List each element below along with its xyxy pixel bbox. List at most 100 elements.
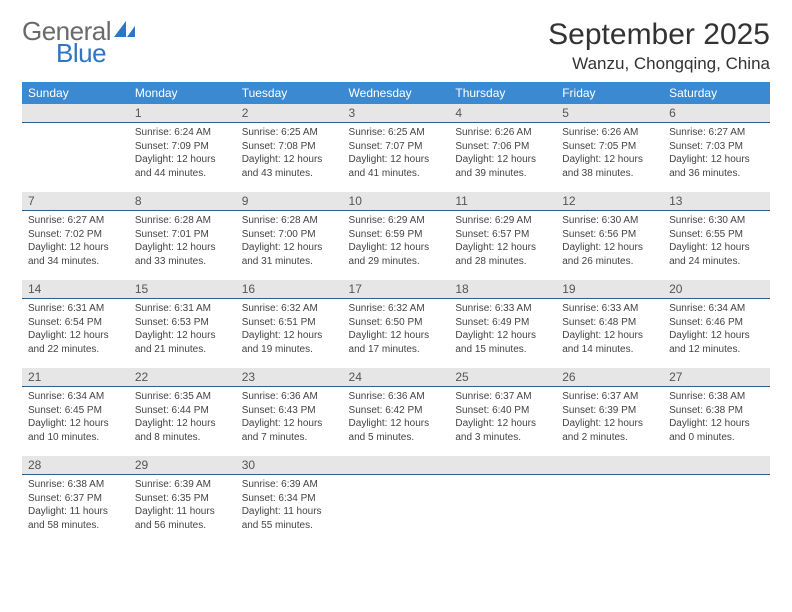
sunset-line: Sunset: 6:42 PM: [349, 404, 444, 418]
calendar-cell: 10Sunrise: 6:29 AMSunset: 6:59 PMDayligh…: [343, 192, 450, 280]
sunrise-line: Sunrise: 6:29 AM: [349, 214, 444, 228]
weekday-saturday: Saturday: [663, 82, 770, 104]
day-details: Sunrise: 6:37 AMSunset: 6:39 PMDaylight:…: [556, 387, 663, 448]
calendar-cell: 22Sunrise: 6:35 AMSunset: 6:44 PMDayligh…: [129, 368, 236, 456]
calendar-cell-empty: [556, 456, 663, 544]
calendar-cell: 20Sunrise: 6:34 AMSunset: 6:46 PMDayligh…: [663, 280, 770, 368]
sunset-line: Sunset: 6:53 PM: [135, 316, 230, 330]
day-number: 18: [449, 280, 556, 299]
sunset-line: Sunset: 6:45 PM: [28, 404, 123, 418]
calendar-cell: 26Sunrise: 6:37 AMSunset: 6:39 PMDayligh…: [556, 368, 663, 456]
daylight-line: Daylight: 12 hours and 21 minutes.: [135, 329, 230, 356]
day-details: Sunrise: 6:30 AMSunset: 6:55 PMDaylight:…: [663, 211, 770, 272]
sunrise-line: Sunrise: 6:31 AM: [135, 302, 230, 316]
sunrise-line: Sunrise: 6:33 AM: [562, 302, 657, 316]
day-number: 12: [556, 192, 663, 211]
title-block: September 2025 Wanzu, Chongqing, China: [548, 18, 770, 74]
calendar-cell-empty: [449, 456, 556, 544]
calendar-cell-empty: [22, 104, 129, 192]
day-number: 2: [236, 104, 343, 123]
logo-text-blue: Blue: [56, 40, 139, 66]
calendar-cell: 2Sunrise: 6:25 AMSunset: 7:08 PMDaylight…: [236, 104, 343, 192]
daylight-line: Daylight: 12 hours and 26 minutes.: [562, 241, 657, 268]
calendar-cell: 3Sunrise: 6:25 AMSunset: 7:07 PMDaylight…: [343, 104, 450, 192]
logo: General Blue: [22, 18, 139, 66]
day-number: 11: [449, 192, 556, 211]
weekday-sunday: Sunday: [22, 82, 129, 104]
day-number: 30: [236, 456, 343, 475]
sunrise-line: Sunrise: 6:26 AM: [562, 126, 657, 140]
calendar-cell: 16Sunrise: 6:32 AMSunset: 6:51 PMDayligh…: [236, 280, 343, 368]
calendar-cell: 13Sunrise: 6:30 AMSunset: 6:55 PMDayligh…: [663, 192, 770, 280]
calendar-cell: 15Sunrise: 6:31 AMSunset: 6:53 PMDayligh…: [129, 280, 236, 368]
day-details: Sunrise: 6:34 AMSunset: 6:46 PMDaylight:…: [663, 299, 770, 360]
sunrise-line: Sunrise: 6:26 AM: [455, 126, 550, 140]
sunrise-line: Sunrise: 6:38 AM: [669, 390, 764, 404]
day-number: 13: [663, 192, 770, 211]
sunset-line: Sunset: 6:54 PM: [28, 316, 123, 330]
day-number: 29: [129, 456, 236, 475]
sunrise-line: Sunrise: 6:37 AM: [455, 390, 550, 404]
calendar-cell: 6Sunrise: 6:27 AMSunset: 7:03 PMDaylight…: [663, 104, 770, 192]
sunset-line: Sunset: 7:03 PM: [669, 140, 764, 154]
sunrise-line: Sunrise: 6:33 AM: [455, 302, 550, 316]
sunrise-line: Sunrise: 6:31 AM: [28, 302, 123, 316]
sunrise-line: Sunrise: 6:35 AM: [135, 390, 230, 404]
day-details: Sunrise: 6:26 AMSunset: 7:05 PMDaylight:…: [556, 123, 663, 184]
daylight-line: Daylight: 12 hours and 0 minutes.: [669, 417, 764, 444]
daylight-line: Daylight: 12 hours and 41 minutes.: [349, 153, 444, 180]
day-number: 14: [22, 280, 129, 299]
daylight-line: Daylight: 12 hours and 39 minutes.: [455, 153, 550, 180]
calendar-cell: 4Sunrise: 6:26 AMSunset: 7:06 PMDaylight…: [449, 104, 556, 192]
sunrise-line: Sunrise: 6:36 AM: [349, 390, 444, 404]
day-details: Sunrise: 6:31 AMSunset: 6:53 PMDaylight:…: [129, 299, 236, 360]
day-details: Sunrise: 6:39 AMSunset: 6:35 PMDaylight:…: [129, 475, 236, 536]
sunrise-line: Sunrise: 6:25 AM: [242, 126, 337, 140]
day-number: 20: [663, 280, 770, 299]
day-number: 9: [236, 192, 343, 211]
day-number: 26: [556, 368, 663, 387]
sunrise-line: Sunrise: 6:36 AM: [242, 390, 337, 404]
calendar-row: 21Sunrise: 6:34 AMSunset: 6:45 PMDayligh…: [22, 368, 770, 456]
day-number: 28: [22, 456, 129, 475]
day-number: 23: [236, 368, 343, 387]
sunrise-line: Sunrise: 6:39 AM: [242, 478, 337, 492]
daylight-line: Daylight: 12 hours and 31 minutes.: [242, 241, 337, 268]
calendar-cell: 7Sunrise: 6:27 AMSunset: 7:02 PMDaylight…: [22, 192, 129, 280]
daylight-line: Daylight: 12 hours and 34 minutes.: [28, 241, 123, 268]
sunrise-line: Sunrise: 6:28 AM: [242, 214, 337, 228]
sunrise-line: Sunrise: 6:27 AM: [669, 126, 764, 140]
calendar-cell: 19Sunrise: 6:33 AMSunset: 6:48 PMDayligh…: [556, 280, 663, 368]
calendar-row: 28Sunrise: 6:38 AMSunset: 6:37 PMDayligh…: [22, 456, 770, 544]
sunset-line: Sunset: 7:00 PM: [242, 228, 337, 242]
sunrise-line: Sunrise: 6:32 AM: [349, 302, 444, 316]
sunset-line: Sunset: 6:40 PM: [455, 404, 550, 418]
daylight-line: Daylight: 12 hours and 29 minutes.: [349, 241, 444, 268]
daylight-line: Daylight: 11 hours and 58 minutes.: [28, 505, 123, 532]
calendar-cell: 28Sunrise: 6:38 AMSunset: 6:37 PMDayligh…: [22, 456, 129, 544]
calendar-cell: 29Sunrise: 6:39 AMSunset: 6:35 PMDayligh…: [129, 456, 236, 544]
calendar-cell: 27Sunrise: 6:38 AMSunset: 6:38 PMDayligh…: [663, 368, 770, 456]
day-number: 1: [129, 104, 236, 123]
sunset-line: Sunset: 6:35 PM: [135, 492, 230, 506]
calendar-cell: 12Sunrise: 6:30 AMSunset: 6:56 PMDayligh…: [556, 192, 663, 280]
daylight-line: Daylight: 12 hours and 24 minutes.: [669, 241, 764, 268]
daylight-line: Daylight: 12 hours and 33 minutes.: [135, 241, 230, 268]
weekday-wednesday: Wednesday: [343, 82, 450, 104]
sunrise-line: Sunrise: 6:30 AM: [669, 214, 764, 228]
sunset-line: Sunset: 6:37 PM: [28, 492, 123, 506]
calendar-cell: 9 Sunrise: 6:28 AMSunset: 7:00 PMDaylight…: [236, 192, 343, 280]
daylight-line: Daylight: 12 hours and 12 minutes.: [669, 329, 764, 356]
day-number: [22, 104, 129, 123]
page-title: September 2025: [548, 18, 770, 52]
day-details: Sunrise: 6:28 AMSunset: 7:01 PMDaylight:…: [129, 211, 236, 272]
calendar-row: 14Sunrise: 6:31 AMSunset: 6:54 PMDayligh…: [22, 280, 770, 368]
day-number: 17: [343, 280, 450, 299]
sunset-line: Sunset: 6:50 PM: [349, 316, 444, 330]
sunrise-line: Sunrise: 6:32 AM: [242, 302, 337, 316]
header: General Blue September 2025 Wanzu, Chong…: [22, 18, 770, 74]
daylight-line: Daylight: 12 hours and 38 minutes.: [562, 153, 657, 180]
daylight-line: Daylight: 12 hours and 43 minutes.: [242, 153, 337, 180]
day-details: Sunrise: 6:36 AMSunset: 6:43 PMDaylight:…: [236, 387, 343, 448]
day-number: [343, 456, 450, 475]
